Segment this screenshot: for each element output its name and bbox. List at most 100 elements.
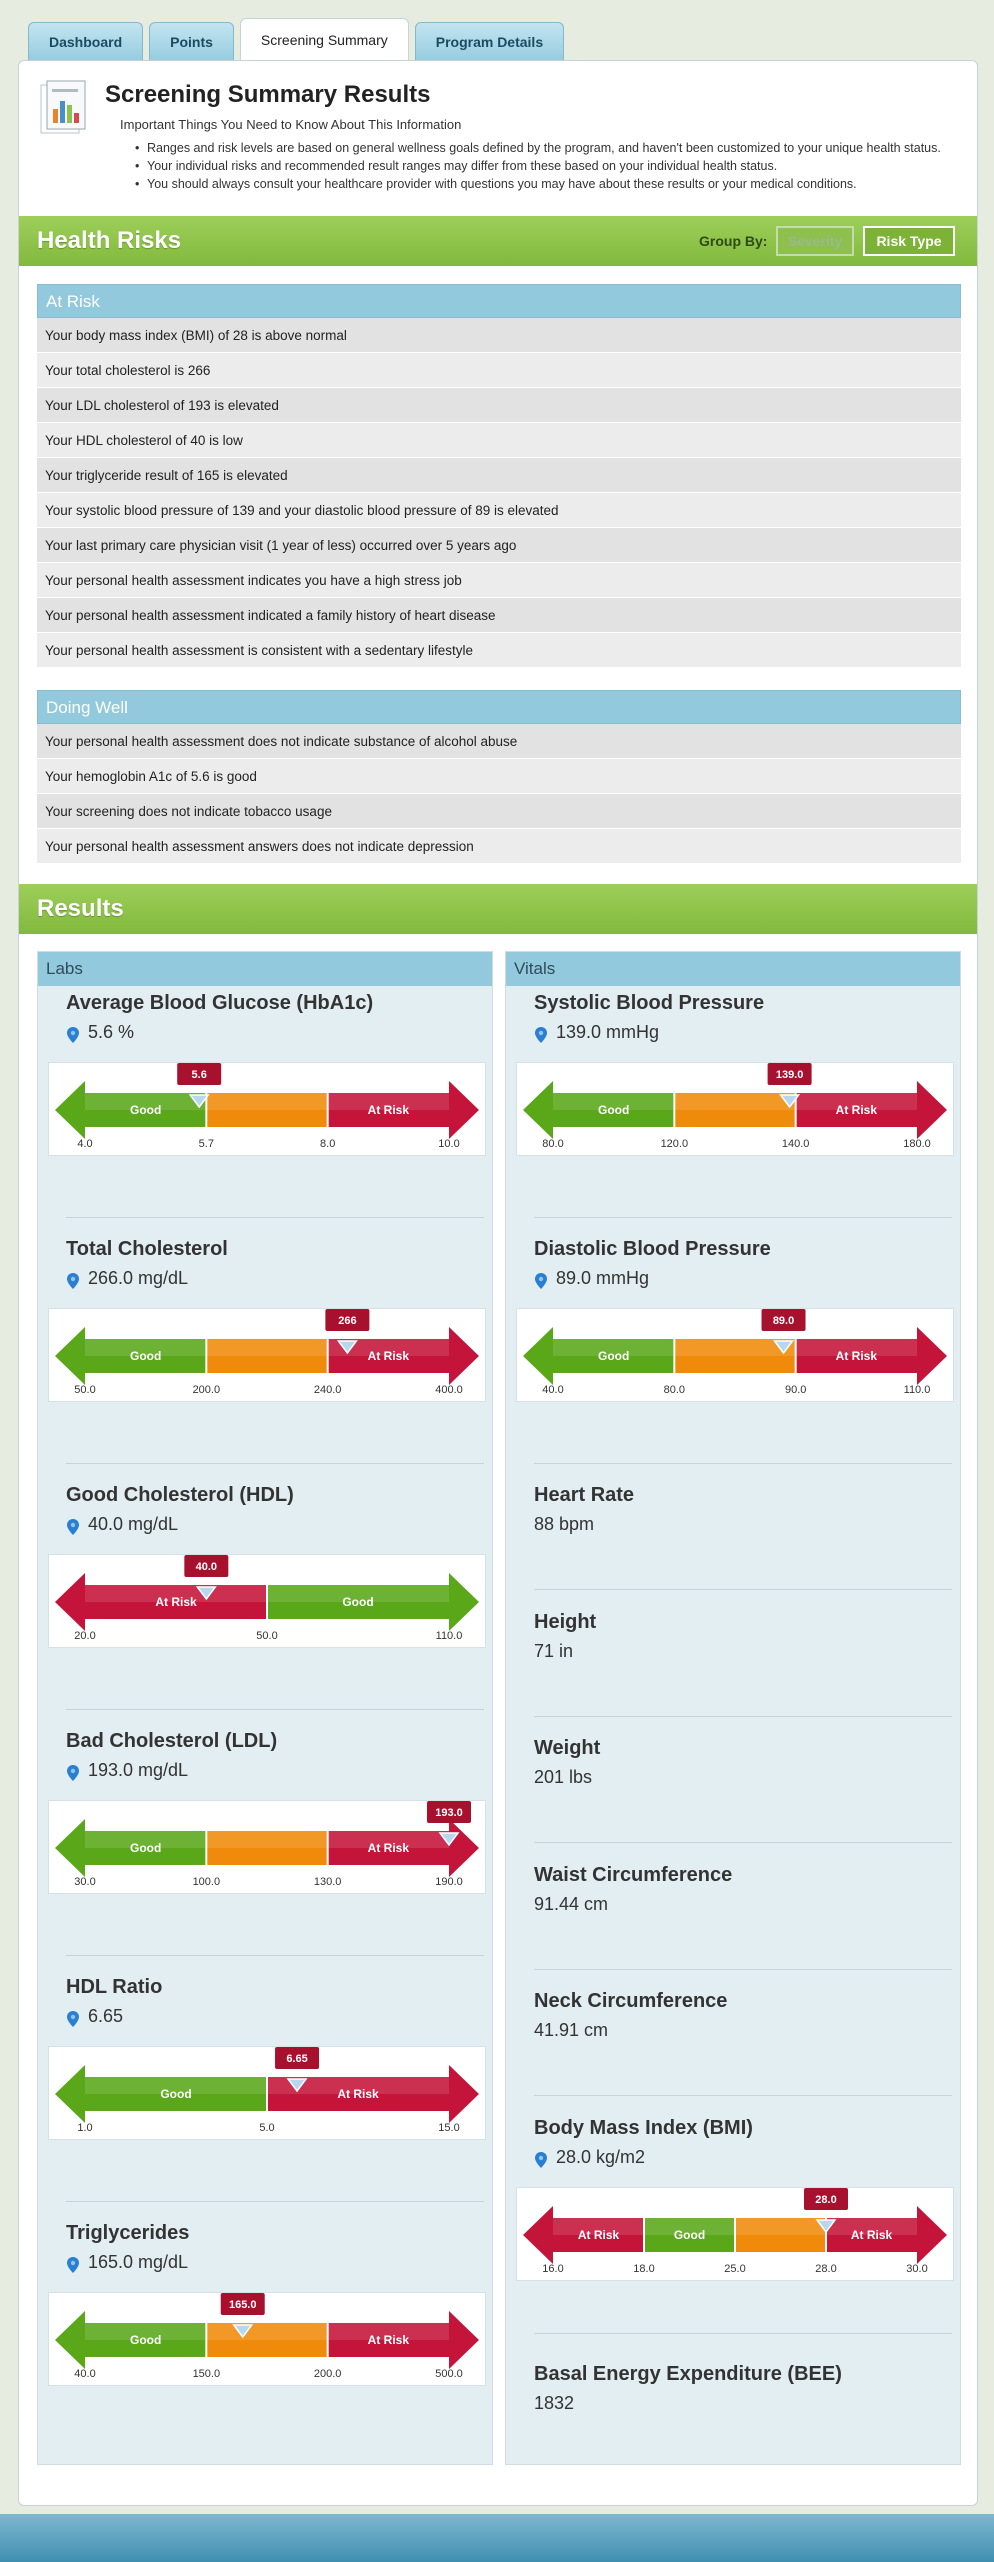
group-by-severity-button[interactable]: Severity [776, 226, 854, 256]
range-gauge-box: Good At Risk 1.0 5.0 15.0 6.65 [48, 2046, 486, 2140]
gauge-segment-shine [206, 1831, 328, 1848]
gauge-segment-risk [553, 2218, 644, 2252]
gauge-segment-shine [795, 1093, 917, 1110]
gauge-segment-good [85, 1831, 207, 1865]
gauge-tick-label: 30.0 [74, 1876, 95, 1888]
metric-value: 266.0 mg/dL [88, 1268, 189, 1288]
vitals-column: Vitals Systolic Blood Pressure 139.0 mmHg… [505, 951, 961, 2465]
location-pin-icon [535, 1027, 547, 1043]
gauge-segment-risk [327, 2323, 449, 2357]
list-item: Your systolic blood pressure of 139 and … [37, 493, 961, 528]
gauge-marker-value: 89.0 [773, 1315, 794, 1327]
range-gauge-box: Good At Risk 40.0 150.0 200.0 500.0 165.0 [48, 2292, 486, 2386]
metric-title: Basal Energy Expenditure (BEE) [534, 2363, 842, 2385]
gauge-segment-shine [327, 1093, 449, 1110]
gauge-tick-label: 90.0 [785, 1384, 806, 1396]
list-item: Your HDL cholesterol of 40 is low [37, 423, 961, 458]
gauge-segment-good [553, 1093, 675, 1127]
metric-divider [534, 1463, 952, 1464]
gauge-segment-risk [795, 1339, 917, 1373]
gauge-left-arrow [523, 1327, 553, 1385]
gauge-segment-warn [674, 1339, 796, 1373]
metric-divider [534, 1969, 952, 1970]
gauge-tick-label: 5.7 [199, 1138, 214, 1150]
tab-screening-summary[interactable]: Screening Summary [239, 18, 409, 60]
gauge-marker-value: 6.65 [286, 2053, 307, 2065]
tab-points[interactable]: Points [149, 22, 234, 60]
metric-divider [66, 2201, 484, 2202]
gauge-segment-risk [327, 1831, 449, 1865]
gauge-tick-label: 28.0 [815, 2263, 836, 2275]
gauge-tick-label: 40.0 [542, 1384, 563, 1396]
metric-value: 88 bpm [534, 1514, 595, 1534]
metric-value: 28.0 kg/m2 [556, 2147, 646, 2167]
summary-notes: Ranges and risk levels are based on gene… [135, 139, 941, 193]
gauge-segment-good [553, 1339, 675, 1373]
gauge-marker-pointer [336, 1340, 358, 1355]
gauge-segment-shine [644, 2218, 735, 2235]
gauge-tick-label: 400.0 [435, 1384, 463, 1396]
metric-divider [66, 1463, 484, 1464]
gauge-segment-good [267, 1585, 449, 1619]
summary-note: Your individual risks and recommended re… [135, 157, 941, 175]
list-item: Your personal health assessment does not… [37, 724, 961, 759]
gauge-segment-shine [327, 2323, 449, 2340]
gauge-left-arrow [55, 2311, 85, 2369]
gauge-tick-label: 150.0 [193, 2368, 221, 2380]
gauge-segment-warn [735, 2218, 826, 2252]
metric-value: 91.44 cm [534, 1894, 609, 1914]
results-title: Results [37, 895, 124, 922]
range-gauge: Good At Risk 1.0 5.0 15.0 6.65 [55, 2047, 479, 2134]
gauge-right-arrow [917, 2206, 947, 2264]
metric-title: Heart Rate [534, 1484, 635, 1506]
at-risk-group: At Risk Your body mass index (BMI) of 28… [37, 284, 961, 668]
gauge-segment-shine [85, 1831, 207, 1848]
gauge-tick-label: 20.0 [74, 1630, 95, 1642]
gauge-marker [325, 1309, 370, 1331]
gauge-segment-label: At Risk [368, 1349, 410, 1363]
gauge-tick-label: 200.0 [314, 2368, 342, 2380]
metric-title: Body Mass Index (BMI) [534, 2117, 753, 2139]
gauge-marker-pointer [232, 2324, 254, 2339]
range-gauge-box: Good At Risk 80.0 120.0 140.0 180.0 139.0 [516, 1062, 954, 1156]
range-gauge-box: At Risk Good At Risk 16.0 18.0 25.0 28.0 30.0 28… [516, 2187, 954, 2281]
gauge-segment-label: At Risk [578, 2228, 620, 2242]
location-pin-icon [67, 2011, 79, 2027]
gauge-marker-pointer [815, 2219, 837, 2234]
gauge-segment-warn [206, 1093, 328, 1127]
gauge-tick-label: 50.0 [256, 1630, 277, 1642]
gauge-segment-shine [327, 1831, 449, 1848]
gauge-tick-label: 80.0 [542, 1138, 563, 1150]
gauge-left-arrow [523, 2206, 553, 2264]
labs-heading: Labs [38, 952, 492, 986]
range-gauge: At Risk Good At Risk 16.0 18.0 25.0 28.0 30.0 28… [523, 2188, 947, 2275]
gauge-tick-label: 1.0 [77, 2122, 92, 2134]
gauge-segment-good [85, 1093, 207, 1127]
gauge-segment-shine [206, 2323, 328, 2340]
tab-program-details[interactable]: Program Details [414, 22, 565, 60]
gauge-right-arrow [449, 2065, 479, 2123]
gauge-segment-shine [674, 1339, 796, 1356]
range-gauge-box: Good At Risk 4.0 5.7 8.0 10.0 5.6 [48, 1062, 486, 1156]
tab-dashboard[interactable]: Dashboard [28, 22, 144, 60]
list-item: Your screening does not indicate tobacco… [37, 794, 961, 829]
range-gauge-box: Good At Risk 40.0 80.0 90.0 110.0 89.0 [516, 1308, 954, 1402]
list-item: Your hemoglobin A1c of 5.6 is good [37, 759, 961, 794]
gauge-marker [767, 1063, 812, 1085]
range-gauge-box: Good At Risk 30.0 100.0 130.0 190.0 193.0 [48, 1800, 486, 1894]
metric-title: Triglycerides [66, 2222, 190, 2244]
range-gauge: At Risk Good 20.0 50.0 110.0 40.0 [55, 1555, 479, 1642]
gauge-segment-warn [206, 1339, 328, 1373]
gauge-segment-shine [267, 1585, 449, 1602]
metric-value: 1832 [534, 2393, 575, 2413]
metric-title: HDL Ratio [66, 1976, 163, 1998]
doing-well-heading: Doing Well [37, 690, 961, 724]
location-pin-icon [67, 1027, 79, 1043]
group-by-risk-type-button[interactable]: Risk Type [863, 226, 955, 256]
metric-title: Bad Cholesterol (LDL) [66, 1730, 278, 1752]
results-header: Results [19, 884, 977, 934]
gauge-tick-label: 30.0 [906, 2263, 927, 2275]
gauge-tick-label: 16.0 [542, 2263, 563, 2275]
metric-divider [534, 2095, 952, 2096]
gauge-segment-label: Good [130, 1103, 161, 1117]
